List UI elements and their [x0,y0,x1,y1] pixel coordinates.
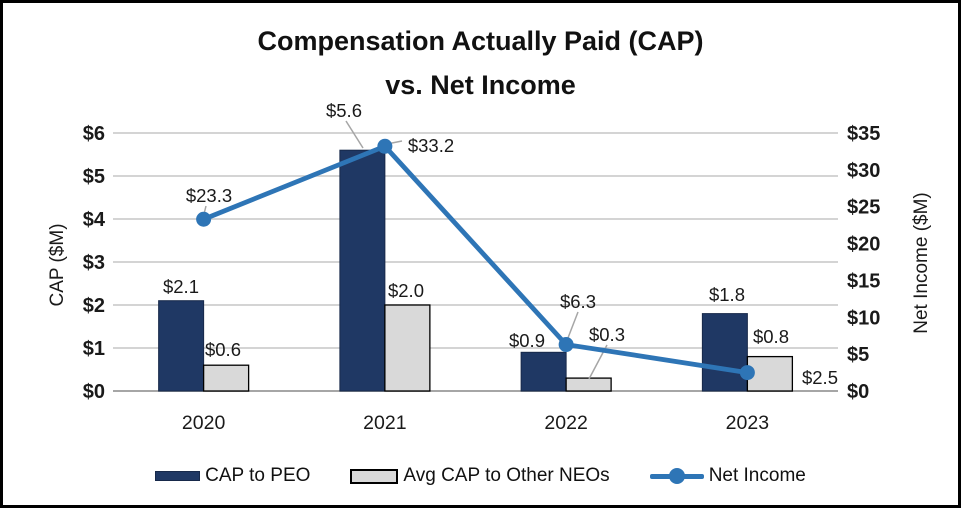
bar-cap-to-peo [339,149,386,392]
data-label-avg-cap-other-neos: $2.0 [388,280,424,301]
legend-item-cap-to-peo: CAP to PEO [155,465,310,487]
legend-swatch-avg-cap-other-neos-icon [350,468,399,484]
chart-plot-area: $0 $1 $2 $3 $4 $5 $6 $0 $5 $10 $15 $20 $25 $30 $35 2020… [83,100,881,434]
legend-swatch-net-income-icon [649,468,704,484]
legend-marker-dot-icon [668,468,685,484]
left-axis-tick-label: $6 [83,123,105,145]
legend-item-net-income: Net Income [649,465,806,487]
category-label: 2020 [182,412,226,434]
data-label-net-income: $2.5 [802,367,838,388]
net-income-marker [196,211,212,227]
data-label-cap-to-peo: $0.9 [509,330,545,351]
right-axis-tick-label: $20 [847,234,880,256]
bar-avg-cap-other-neos [565,377,612,392]
left-axis-tick-label: $4 [83,209,106,231]
left-axis-tick-label: $3 [83,252,105,274]
data-label-net-income: $23.3 [186,185,232,206]
net-income-marker [377,138,393,154]
data-label-leader-line [345,120,364,149]
net-income-marker [558,337,574,353]
data-label-avg-cap-other-neos: $0.3 [589,324,625,345]
data-label-cap-to-peo: $2.1 [163,276,199,297]
data-label-net-income: $6.3 [560,291,596,312]
data-label-net-income: $33.2 [408,135,454,156]
left-axis-tick-label: $1 [83,338,105,360]
data-label-cap-to-peo: $1.8 [709,284,745,305]
category-label: 2021 [363,412,406,434]
right-axis-tick-label: $25 [847,197,880,219]
data-label-avg-cap-other-neos: $0.6 [205,339,241,360]
bar-cap-to-peo [701,313,748,392]
chart-title: Compensation Actually Paid (CAP) vs. Net… [3,19,958,107]
net-income-marker [739,365,755,381]
bar-avg-cap-other-neos [746,355,794,392]
chart-title-line-2: vs. Net Income [385,70,576,100]
legend-label-cap-to-peo: CAP to PEO [205,465,311,486]
chart-legend: CAP to PEO Avg CAP to Other NEOs Net Inc… [3,459,958,493]
data-label-avg-cap-other-neos: $0.8 [753,326,789,347]
right-axis-tick-label: $10 [847,307,880,329]
net-income-line [201,143,750,375]
left-axis-tick-label: $2 [83,295,105,317]
left-axis-tick-label: $5 [83,166,105,188]
data-label-cap-to-peo: $5.6 [326,100,362,121]
right-axis-tick-label: $0 [847,381,869,403]
bar-avg-cap-other-neos [384,304,431,392]
right-axis-tick-label: $35 [847,123,880,145]
category-label: 2022 [544,412,587,434]
bar-cap-to-peo [520,351,567,392]
bar-cap-to-peo [158,300,205,392]
right-axis-tick-label: $15 [847,270,880,292]
chart-title-line-1: Compensation Actually Paid (CAP) [257,26,704,56]
left-axis-tick-label: $0 [83,381,105,403]
right-axis-tick-label: $30 [847,160,880,182]
bar-avg-cap-other-neos [202,364,250,392]
legend-label-avg-cap-other-neos: Avg CAP to Other NEOs [403,465,610,486]
category-label: 2023 [726,412,769,434]
legend-swatch-cap-to-peo-icon [155,471,201,481]
legend-item-avg-cap-other-neos: Avg CAP to Other NEOs [350,465,610,487]
legend-label-net-income: Net Income [708,465,806,486]
right-axis-tick-label: $5 [847,344,869,366]
